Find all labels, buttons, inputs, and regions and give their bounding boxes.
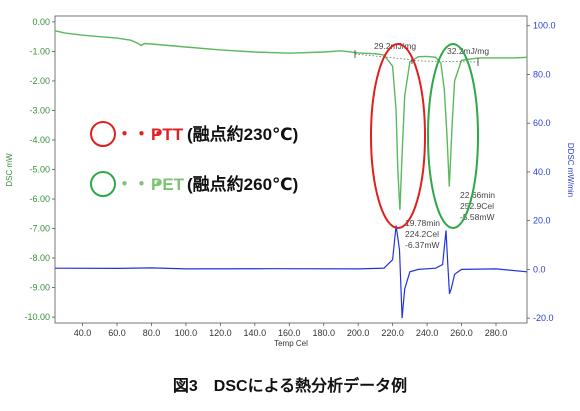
y-right-tick-label: 0.0 xyxy=(533,264,546,274)
y-left-tick-label: 0.00 xyxy=(32,17,50,27)
y-right-tick-label: 80.0 xyxy=(533,69,551,79)
enthalpy-label-pet: 32.2mJ/mg xyxy=(447,46,489,56)
ddsc-series-line xyxy=(54,225,528,319)
enthalpy-label-ptt: 29.2mJ/mg xyxy=(374,41,416,51)
y-left-axis-title: DSC mW xyxy=(5,153,14,187)
x-tick-label: 200.0 xyxy=(347,328,370,338)
x-tick-label: 80.0 xyxy=(143,328,161,338)
x-tick-label: 40.0 xyxy=(74,328,92,338)
x-tick-label: 120.0 xyxy=(209,328,232,338)
x-tick-label: 160.0 xyxy=(278,328,301,338)
y-left-tick-label: -3.00 xyxy=(29,105,50,115)
y-left-tick-label: -8.00 xyxy=(29,253,50,263)
x-ticks: 40.0 60.0 80.0 100.0 120.0 140.0 160.0 180.0 200… xyxy=(74,323,507,338)
figure-caption: 図3 DSCによる熱分析データ例 xyxy=(172,378,408,395)
legend-label-pet: PET xyxy=(151,175,185,194)
y-right-ticks: 100.0 80.0 60.0 40.0 20.0 0.0 -20.0 xyxy=(527,21,556,323)
y-left-tick-label: -1.00 xyxy=(29,46,50,56)
pet-peak-highlight xyxy=(427,43,479,229)
y-right-tick-label: 20.0 xyxy=(533,216,551,226)
x-tick-label: 60.0 xyxy=(108,328,126,338)
x-tick-label: 240.0 xyxy=(416,328,439,338)
peak-ptt-value: -6.37mW xyxy=(405,240,439,250)
plot-area xyxy=(54,15,528,324)
legend-dots-ptt: ・・・ xyxy=(116,125,167,144)
enthalpy-baseline xyxy=(354,53,479,63)
legend-dots-pet: ・・・ xyxy=(116,175,167,194)
ptt-peak-highlight xyxy=(370,43,426,229)
legend: ・・・ PTT (融点約230℃) ・・・ PET (融点約260℃) xyxy=(90,121,298,197)
x-tick-label: 140.0 xyxy=(244,328,267,338)
dsc-series-line xyxy=(54,30,528,210)
y-left-tick-label: -5.00 xyxy=(29,165,50,175)
y-left-tick-label: -6.00 xyxy=(29,194,50,204)
y-left-tick-label: -9.00 xyxy=(29,283,50,293)
y-right-tick-label: 60.0 xyxy=(533,118,551,128)
peak-ptt-time: 19.78min xyxy=(405,218,440,228)
legend-label-ptt: PTT xyxy=(151,125,184,144)
y-left-tick-label: -7.00 xyxy=(29,224,50,234)
peak-pet-value: -5.58mW xyxy=(460,212,494,222)
legend-note-pet: (融点約260℃) xyxy=(187,174,298,194)
x-tick-label: 260.0 xyxy=(450,328,473,338)
peak-ptt-temp: 224.2Cel xyxy=(405,229,439,239)
y-right-tick-label: 100.0 xyxy=(533,21,556,31)
legend-circle-pet xyxy=(90,171,116,197)
x-axis-title: Temp Cel xyxy=(274,339,308,348)
y-left-tick-label: -4.00 xyxy=(29,135,50,145)
y-right-axis-title: DDSC mW/min xyxy=(566,143,575,197)
legend-note-ptt: (融点約230℃) xyxy=(187,124,298,144)
y-right-tick-label: -20.0 xyxy=(533,313,554,323)
x-tick-label: 220.0 xyxy=(381,328,404,338)
x-tick-label: 100.0 xyxy=(175,328,198,338)
x-tick-label: 280.0 xyxy=(485,328,508,338)
y-left-ticks: 0.00 -1.00 -2.00 -3.00 -4.00 -5.00 -6.00 -7.00 -… xyxy=(24,17,55,322)
x-tick-label: 180.0 xyxy=(312,328,335,338)
legend-circle-ptt xyxy=(90,121,116,147)
peak-pet-time: 22.66min xyxy=(460,190,495,200)
y-right-tick-label: 40.0 xyxy=(533,167,551,177)
y-left-tick-label: -10.00 xyxy=(24,312,50,322)
peak-pet-temp: 252.9Cel xyxy=(460,201,494,211)
y-left-tick-label: -2.00 xyxy=(29,76,50,86)
